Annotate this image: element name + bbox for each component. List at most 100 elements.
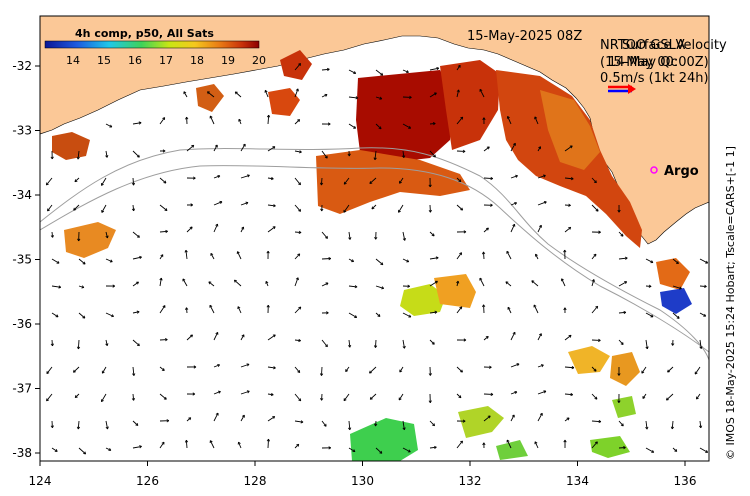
velocity-arrow <box>456 64 461 71</box>
velocity-key-label-a: NRTOO GSLA <box>600 38 685 53</box>
x-tick-label: 134 <box>566 474 589 488</box>
velocity-arrowhead <box>300 420 304 424</box>
velocity-arrow <box>534 116 539 125</box>
velocity-arrow <box>483 177 493 180</box>
velocity-arrow <box>375 96 382 100</box>
velocity-arrowhead <box>272 226 276 230</box>
velocity-arrowhead <box>598 230 601 234</box>
velocity-arrow <box>267 115 270 125</box>
velocity-arrowhead <box>704 284 707 289</box>
velocity-arrow <box>645 312 654 318</box>
velocity-arrow <box>429 339 435 345</box>
velocity-arrowhead <box>217 363 220 367</box>
velocity-arrow <box>429 92 437 98</box>
velocity-arrow <box>321 282 329 287</box>
velocity-arrowhead <box>432 423 436 427</box>
velocity-arrow <box>483 227 489 233</box>
colorbar-gradient <box>44 40 260 49</box>
velocity-arrow <box>374 339 377 348</box>
velocity-arrow <box>429 257 439 260</box>
velocity-arrowhead <box>380 262 384 266</box>
velocity-arrow <box>537 146 541 152</box>
velocity-arrowhead <box>408 125 412 129</box>
velocity-arrow <box>213 364 220 368</box>
velocity-key-arrow-icon <box>608 84 636 94</box>
velocity-arrowhead <box>131 182 136 186</box>
velocity-arrowhead <box>460 116 464 120</box>
velocity-arrowhead <box>76 346 81 350</box>
velocity-arrowhead <box>265 280 269 284</box>
velocity-arrow <box>369 366 377 374</box>
velocity-arrowhead <box>432 122 436 126</box>
velocity-arrowhead <box>563 307 567 311</box>
velocity-arrowhead <box>105 155 109 158</box>
velocity-arrowhead <box>593 368 597 372</box>
velocity-arrow <box>456 252 462 260</box>
velocity-arrowhead <box>369 370 372 374</box>
velocity-arrowhead <box>506 116 510 119</box>
velocity-arrowhead <box>101 182 104 186</box>
velocity-arrow <box>234 279 242 287</box>
velocity-arrow <box>159 117 166 125</box>
velocity-arrowhead <box>238 118 242 122</box>
velocity-arrow <box>51 312 59 318</box>
velocity-arrow <box>479 89 485 98</box>
velocity-arrowhead <box>617 373 621 376</box>
velocity-arrow <box>534 441 539 449</box>
velocity-arrowhead <box>407 449 411 453</box>
velocity-arrow <box>159 277 162 287</box>
velocity-arrow <box>238 441 242 449</box>
velocity-arrow <box>429 123 436 125</box>
velocity-arrowhead <box>409 95 412 99</box>
velocity-arrowhead <box>162 305 166 309</box>
velocity-arrow <box>645 258 654 263</box>
velocity-arrow <box>456 204 463 211</box>
velocity-arrowhead <box>73 207 77 211</box>
velocity-arrowhead <box>161 368 165 371</box>
velocity-arrow <box>159 230 168 233</box>
velocity-arrowhead <box>645 346 649 350</box>
velocity-arrow <box>132 122 142 125</box>
velocity-arrowhead <box>435 280 438 284</box>
velocity-arrowhead <box>47 208 50 212</box>
velocity-arrow <box>537 224 542 233</box>
velocity-arrowhead <box>299 150 302 154</box>
velocity-arrow <box>375 447 383 454</box>
velocity-arrowhead <box>355 96 359 100</box>
colorbar-tick-label: 20 <box>252 54 266 67</box>
velocity-arrowhead <box>651 450 655 453</box>
velocity-arrow <box>182 278 188 287</box>
velocity-arrow <box>101 204 107 213</box>
velocity-arrowhead <box>624 256 628 260</box>
velocity-arrow <box>321 94 328 98</box>
velocity-arrowhead <box>698 425 703 429</box>
velocity-arrowhead <box>398 397 402 401</box>
velocity-arrow <box>510 143 516 152</box>
velocity-arrowhead <box>462 149 466 153</box>
velocity-arrow <box>238 118 242 125</box>
velocity-arrowhead <box>298 182 301 186</box>
velocity-arrowhead <box>101 370 105 374</box>
velocity-arrowhead <box>55 314 59 318</box>
velocity-arrowhead <box>46 398 49 402</box>
velocity-arrow <box>510 414 515 422</box>
velocity-arrowhead <box>245 201 249 205</box>
velocity-arrowhead <box>184 249 188 253</box>
velocity-key: NRTOO GSLA Surface Velocity (15-May 00:0… <box>600 38 727 94</box>
velocity-arrow <box>132 150 140 158</box>
velocity-arrow <box>618 311 626 314</box>
velocity-arrowhead <box>459 306 463 310</box>
velocity-arrowhead <box>458 179 462 183</box>
velocity-key-overlay-b: 14-May Qc <box>608 55 678 70</box>
velocity-arrow <box>402 231 406 241</box>
velocity-arrowhead <box>623 310 627 315</box>
velocity-arrowhead <box>136 234 140 238</box>
velocity-arrowhead <box>296 443 300 447</box>
velocity-arrowhead <box>594 441 598 445</box>
velocity-arrowhead <box>675 261 679 265</box>
velocity-arrowhead <box>595 208 599 212</box>
velocity-arrowhead <box>456 280 460 284</box>
velocity-arrowhead <box>132 373 136 376</box>
velocity-arrowhead <box>374 423 378 427</box>
map-plot-area: Argo <box>40 16 709 461</box>
